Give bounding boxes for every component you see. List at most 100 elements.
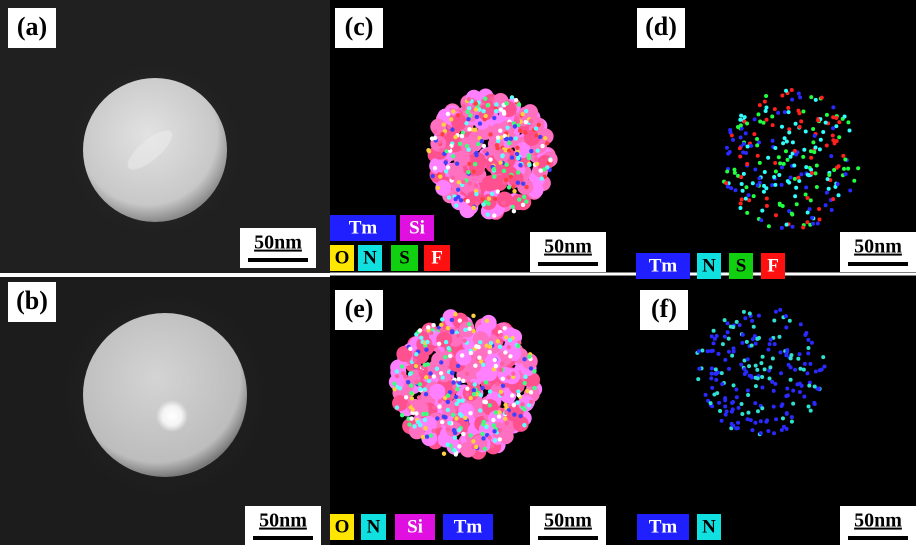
eds-dot [504, 178, 508, 182]
eds-dot [772, 405, 776, 409]
eds-dot [704, 393, 708, 397]
eds-dot [810, 171, 814, 175]
eds-dot [461, 432, 465, 436]
eds-dot [827, 173, 831, 177]
eds-dot [738, 155, 742, 159]
eds-dot [454, 452, 458, 456]
eds-dot [400, 364, 404, 368]
eds-dot [507, 141, 511, 145]
eds-dot [529, 390, 533, 394]
eds-dot [767, 376, 771, 380]
eds-dot [515, 146, 519, 150]
eds-dot [774, 310, 778, 314]
nanosphere [83, 313, 247, 477]
eds-dot [446, 442, 450, 446]
eds-dot [429, 331, 433, 335]
eds-dot [522, 357, 526, 361]
eds-dot [494, 410, 498, 414]
element-label: F [767, 255, 779, 276]
eds-dot [827, 187, 831, 191]
eds-dot [475, 202, 479, 206]
eds-dot [786, 106, 790, 110]
eds-dot [813, 385, 817, 389]
eds-dot [798, 95, 802, 99]
element-label: S [736, 255, 747, 276]
eds-dot [846, 167, 850, 171]
eds-dot [488, 389, 492, 393]
eds-dot [508, 122, 512, 126]
eds-dot [753, 401, 757, 405]
eds-dot [709, 401, 713, 405]
eds-dot [492, 213, 496, 217]
eds-dot [841, 154, 845, 158]
eds-dot [814, 171, 818, 175]
eds-dot [456, 364, 460, 368]
eds-dot [757, 314, 761, 318]
eds-dot [777, 335, 781, 339]
eds-dot [471, 439, 475, 443]
eds-dot [507, 345, 511, 349]
eds-dot [520, 402, 524, 406]
eds-dot [483, 114, 487, 118]
eds-dot [430, 136, 434, 140]
eds-dot [508, 338, 512, 342]
eds-dot [539, 168, 543, 172]
eds-dot [524, 199, 528, 203]
eds-dot [424, 375, 428, 379]
eds-dot [414, 352, 418, 356]
eds-dot [809, 198, 813, 202]
eds-dot [440, 420, 444, 424]
eds-dot [492, 116, 496, 120]
eds-dot [428, 371, 432, 375]
eds-dot [458, 318, 462, 322]
eds-dot [780, 125, 784, 129]
eds-dot [494, 102, 498, 106]
eds-dot [761, 355, 765, 359]
eds-dot [697, 367, 701, 371]
eds-dot [789, 176, 793, 180]
element-label: N [367, 516, 381, 537]
eds-dot [756, 154, 760, 158]
eds-dot [474, 445, 478, 449]
eds-dot [486, 212, 490, 216]
eds-dot [770, 380, 774, 384]
panel-label: (f) [651, 294, 677, 323]
eds-dot [435, 367, 439, 371]
eds-dot [433, 129, 437, 133]
eds-dot [438, 399, 442, 403]
eds-dot [455, 162, 459, 166]
eds-dot [720, 419, 724, 423]
eds-dot [812, 150, 816, 154]
eds-dot [446, 400, 450, 404]
eds-dot [723, 318, 727, 322]
eds-dot [712, 393, 716, 397]
eds-dot [432, 429, 436, 433]
eds-dot [735, 320, 739, 324]
eds-dot [781, 141, 785, 145]
eds-dot [425, 340, 429, 344]
eds-dot [725, 321, 729, 325]
eds-dot [429, 384, 445, 400]
eds-dot [496, 135, 500, 139]
eds-dot [727, 350, 731, 354]
eds-dot [843, 114, 847, 118]
eds-dot [473, 382, 477, 386]
eds-dot [837, 164, 841, 168]
element-label: Tm [349, 217, 378, 238]
eds-dot [518, 414, 522, 418]
eds-dot [802, 148, 806, 152]
eds-dot [451, 176, 455, 180]
eds-dot [809, 409, 813, 413]
eds-dot [784, 314, 788, 318]
eds-dot [768, 365, 772, 369]
eds-dot [407, 422, 411, 426]
eds-dot [700, 349, 704, 353]
eds-dot [524, 120, 528, 124]
eds-dot [481, 315, 497, 331]
element-label: Si [409, 217, 425, 238]
eds-dot [412, 424, 416, 428]
eds-dot [443, 355, 447, 359]
eds-dot [783, 110, 787, 114]
eds-dot [830, 208, 834, 212]
eds-dot [484, 400, 488, 404]
